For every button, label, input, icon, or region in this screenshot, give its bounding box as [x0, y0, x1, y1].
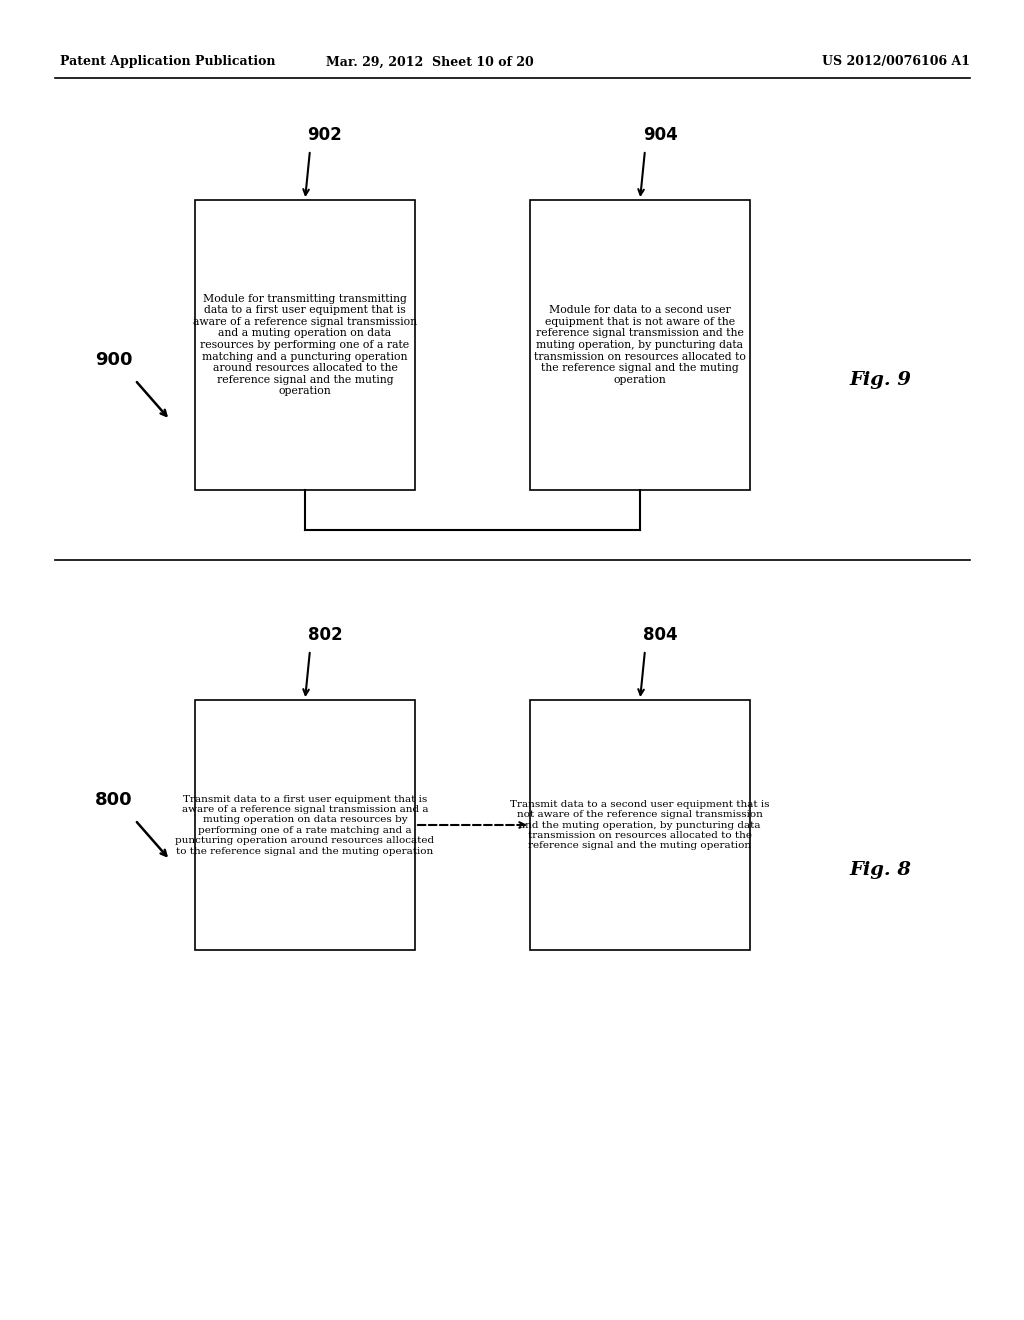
Text: 904: 904 — [643, 125, 677, 144]
Bar — [195, 700, 415, 950]
Text: 804: 804 — [643, 626, 677, 644]
Bar — [195, 201, 415, 490]
Text: Transmit data to a second user equipment that is
not aware of the reference sign: Transmit data to a second user equipment… — [510, 800, 770, 850]
Text: US 2012/0076106 A1: US 2012/0076106 A1 — [822, 55, 970, 69]
Text: Fig. 8: Fig. 8 — [849, 861, 911, 879]
Text: Module for data to a second user
equipment that is not aware of the
reference si: Module for data to a second user equipme… — [535, 305, 745, 385]
Text: Module for transmitting transmitting
data to a first user equipment that is
awar: Module for transmitting transmitting dat… — [193, 293, 417, 396]
Text: 800: 800 — [95, 791, 133, 809]
Text: Patent Application Publication: Patent Application Publication — [60, 55, 275, 69]
Text: 902: 902 — [307, 125, 342, 144]
Text: 802: 802 — [307, 626, 342, 644]
Bar — [530, 201, 750, 490]
Text: Mar. 29, 2012  Sheet 10 of 20: Mar. 29, 2012 Sheet 10 of 20 — [326, 55, 534, 69]
Text: 900: 900 — [95, 351, 132, 370]
Bar — [530, 700, 750, 950]
Text: Transmit data to a first user equipment that is
aware of a reference signal tran: Transmit data to a first user equipment … — [175, 795, 434, 855]
Text: Fig. 9: Fig. 9 — [849, 371, 911, 389]
